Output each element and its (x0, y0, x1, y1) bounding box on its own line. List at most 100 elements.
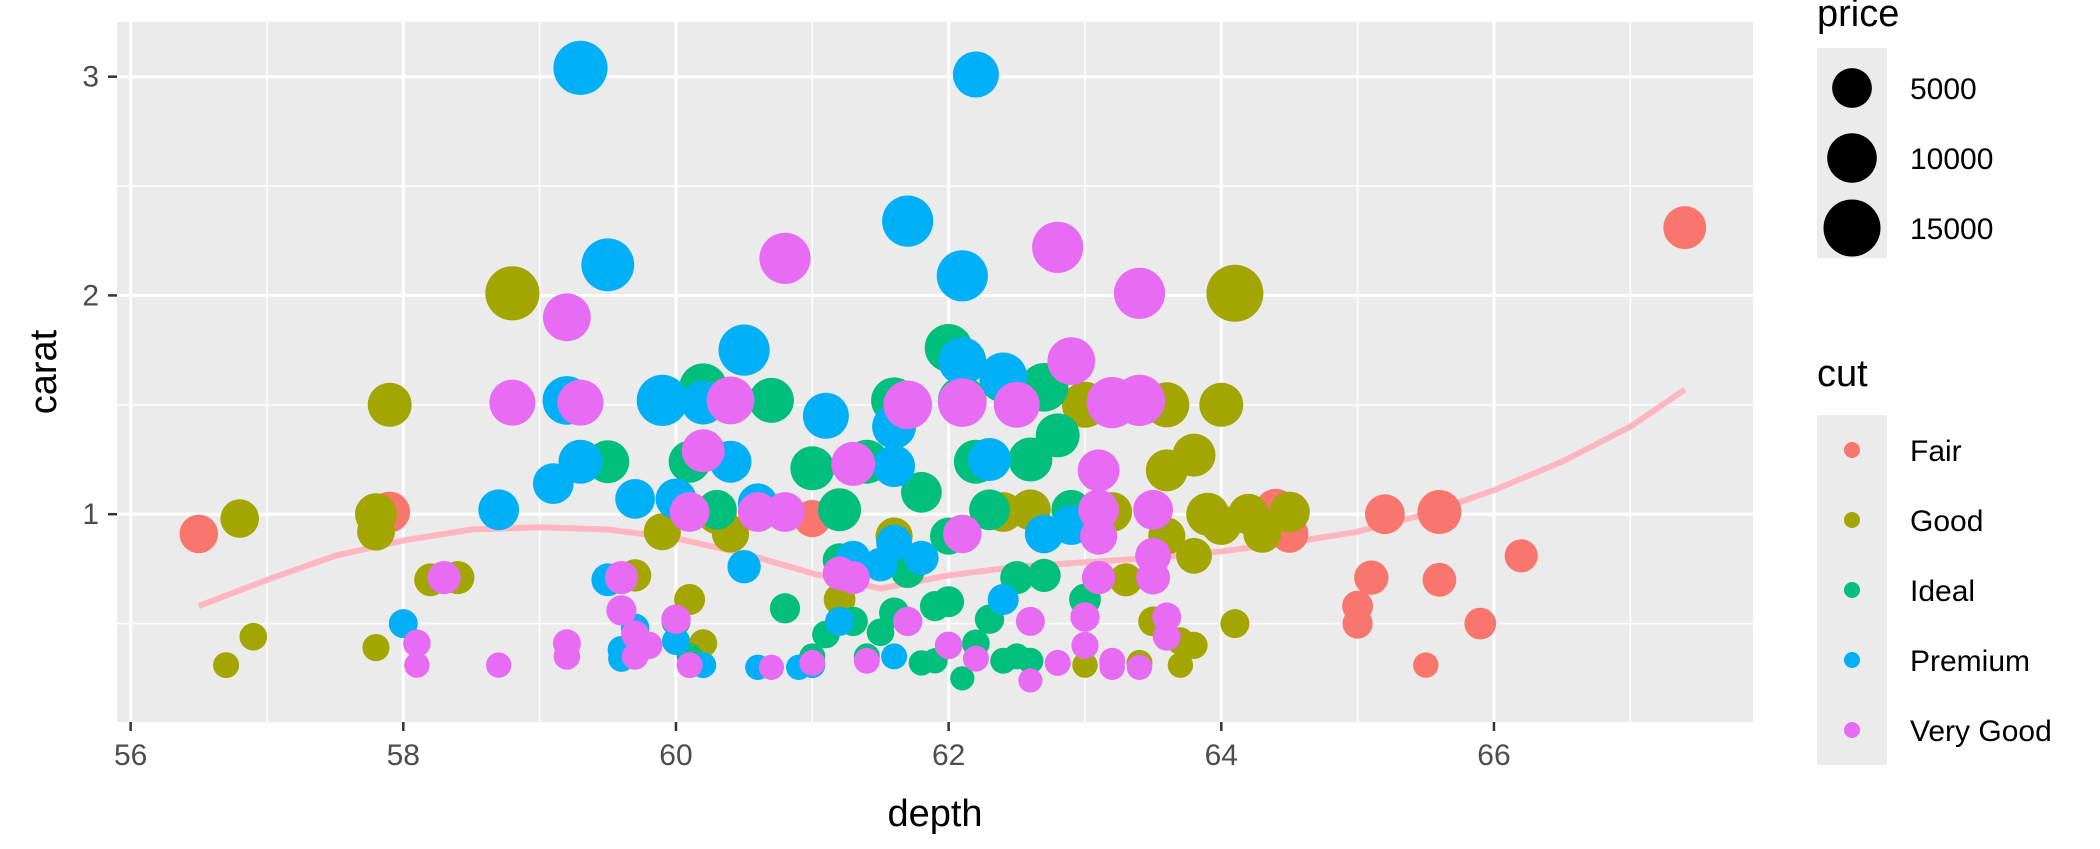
price-legend-title: price (1817, 0, 1899, 35)
data-point (938, 337, 987, 385)
data-point (220, 499, 259, 538)
data-point (818, 488, 862, 532)
series-very-good (403, 221, 1182, 693)
data-point (581, 238, 635, 292)
price-legend-key (1832, 68, 1872, 108)
data-point (1365, 494, 1405, 535)
data-point (1072, 652, 1098, 678)
x-axis-title: depth (887, 793, 982, 835)
data-point (239, 622, 268, 651)
data-point (1099, 654, 1125, 680)
cut-legend: cut Fair Good Ideal Premium Very Good (1817, 353, 2052, 765)
data-point (1220, 609, 1250, 639)
data-point (1113, 267, 1166, 319)
data-point (799, 649, 826, 676)
cut-legend-key (1844, 582, 1860, 598)
data-point (1071, 631, 1099, 660)
price-legend-key (1823, 199, 1881, 257)
data-point (1080, 517, 1118, 555)
data-point (790, 446, 835, 491)
price-legend-label: 5000 (1910, 73, 1977, 106)
data-point (1172, 433, 1216, 477)
data-point (404, 652, 430, 678)
data-point (1044, 649, 1071, 676)
data-point (737, 492, 778, 532)
cut-legend-label: Very Good (1910, 715, 2052, 748)
data-point (1167, 652, 1194, 678)
data-point (936, 250, 988, 302)
data-point (403, 629, 431, 658)
data-point (1077, 449, 1120, 492)
cut-legend-key (1844, 652, 1860, 668)
data-point (727, 550, 761, 584)
data-point (179, 514, 219, 554)
data-point (615, 479, 655, 519)
data-point (643, 513, 681, 551)
data-point (661, 604, 691, 634)
data-point (427, 561, 461, 595)
data-point (748, 377, 794, 423)
data-point (1047, 337, 1096, 385)
x-tick-label: 64 (1205, 739, 1238, 772)
x-tick-label: 62 (932, 739, 965, 772)
data-point (1464, 607, 1497, 640)
data-point (1152, 602, 1182, 632)
data-point (759, 232, 811, 284)
data-point (557, 379, 604, 426)
data-point (1342, 608, 1373, 639)
y-axis-title: carat (23, 329, 65, 414)
data-point (863, 547, 898, 582)
data-point (765, 492, 805, 532)
data-point (1243, 515, 1282, 553)
data-point (636, 374, 688, 426)
data-point (676, 652, 703, 679)
data-point (1081, 560, 1116, 595)
x-tick-label: 60 (659, 739, 692, 772)
price-legend: price 5000 10000 15000 (1817, 0, 1993, 258)
data-point (950, 666, 975, 691)
data-point (621, 643, 649, 670)
data-point (1269, 491, 1310, 533)
cut-legend-key (1844, 442, 1860, 458)
data-point (1504, 539, 1538, 573)
data-point (934, 631, 963, 660)
data-point (1078, 489, 1119, 531)
data-point (881, 643, 908, 670)
data-point (769, 593, 801, 624)
data-point (904, 540, 939, 576)
data-point (1413, 652, 1439, 678)
x-tick-label: 58 (387, 739, 420, 772)
data-point (1015, 606, 1045, 636)
data-point (553, 643, 581, 670)
data-point (825, 606, 855, 636)
cut-legend-title: cut (1817, 353, 1868, 395)
data-point (543, 293, 591, 342)
data-point (553, 40, 608, 95)
data-point (604, 561, 639, 595)
data-point (1032, 221, 1084, 273)
data-point (993, 381, 1040, 428)
data-point (873, 445, 916, 488)
data-point (606, 595, 637, 626)
data-points (179, 40, 1707, 693)
cut-legend-label: Fair (1910, 435, 1962, 468)
data-point (1018, 668, 1043, 693)
cut-legend-label: Good (1910, 505, 1983, 538)
data-point (1180, 631, 1208, 660)
series-fair (179, 206, 1707, 678)
data-point (478, 489, 520, 531)
data-point (213, 652, 240, 679)
data-point (1035, 413, 1080, 458)
data-point (802, 392, 849, 439)
data-point (883, 380, 932, 430)
data-point (1109, 563, 1143, 597)
data-point (893, 606, 923, 637)
data-point (367, 382, 412, 427)
x-axis: 56 58 60 62 64 66 (114, 722, 1511, 772)
data-point (758, 654, 785, 680)
cut-legend-key (1844, 512, 1860, 528)
data-point (532, 463, 574, 504)
data-point (1417, 490, 1462, 534)
data-point (968, 438, 1011, 481)
